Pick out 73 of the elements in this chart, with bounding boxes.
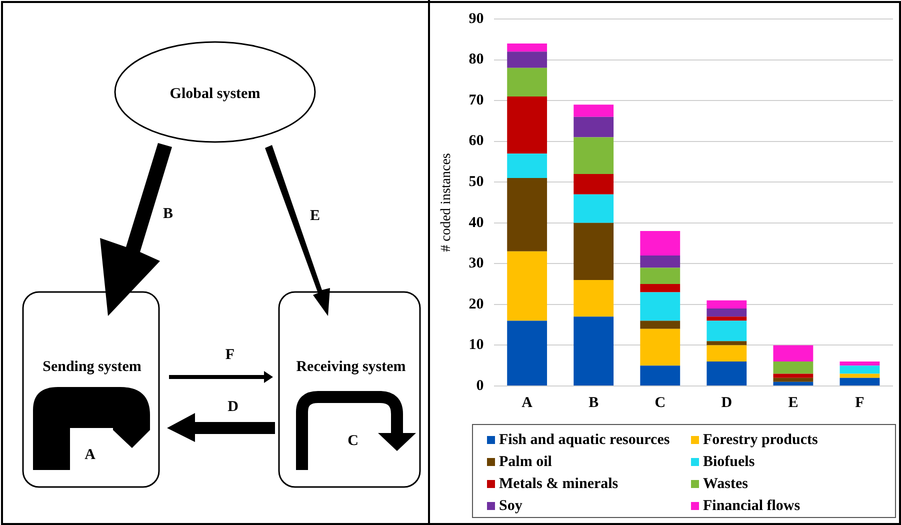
bar bbox=[507, 68, 548, 96]
bar bbox=[640, 320, 680, 329]
text: B bbox=[162, 206, 174, 222]
bar bbox=[574, 280, 614, 317]
bar bbox=[773, 345, 814, 362]
bar bbox=[507, 320, 548, 386]
bar bbox=[773, 362, 814, 374]
bar bbox=[773, 378, 814, 382]
bar bbox=[706, 320, 747, 342]
y-tick-label: 0 bbox=[476, 378, 484, 394]
y-tick-label: 60 bbox=[468, 133, 484, 150]
text: A bbox=[84, 447, 96, 463]
text: Sending system bbox=[42, 359, 142, 375]
bar bbox=[574, 104, 614, 117]
y-tick-label: 70 bbox=[468, 92, 484, 108]
legend-label: Forestry products bbox=[703, 431, 818, 450]
bar bbox=[574, 137, 614, 174]
legend-label: Financial flows bbox=[703, 497, 800, 516]
x-tick-label: D bbox=[721, 394, 732, 411]
text: C bbox=[348, 433, 358, 449]
bar bbox=[840, 378, 880, 386]
y-tick-label: 30 bbox=[468, 256, 484, 272]
legend-label: Fish and aquatic resources bbox=[499, 431, 670, 450]
x-tick-label: C bbox=[654, 394, 666, 411]
y-tick-label: 50 bbox=[468, 174, 484, 190]
bar bbox=[507, 251, 548, 321]
y-tick-label: 20 bbox=[468, 296, 484, 312]
x-tick-label: E bbox=[788, 394, 798, 411]
bar bbox=[773, 382, 814, 386]
y-tick-label: 40 bbox=[468, 214, 484, 231]
bar bbox=[640, 284, 680, 292]
bar bbox=[574, 174, 614, 194]
y-tick-label: 10 bbox=[468, 337, 484, 354]
bar bbox=[640, 231, 680, 256]
legend-label: Biofuels bbox=[703, 453, 755, 472]
bar bbox=[507, 154, 548, 178]
bar bbox=[640, 366, 680, 386]
bar bbox=[840, 366, 880, 374]
bar bbox=[640, 292, 680, 321]
x-tick-label: F bbox=[855, 394, 864, 411]
legend-label: Wastes bbox=[703, 475, 748, 494]
legend-label: Soy bbox=[499, 497, 522, 516]
bar bbox=[706, 316, 747, 321]
bar bbox=[706, 308, 747, 317]
text: Global system bbox=[170, 86, 261, 102]
x-tick-label: A bbox=[522, 394, 533, 411]
y-tick-label: 90 bbox=[468, 10, 484, 27]
bar bbox=[640, 256, 680, 268]
bar bbox=[574, 194, 614, 223]
bar bbox=[706, 341, 747, 346]
bar bbox=[574, 316, 614, 386]
bar bbox=[840, 374, 880, 378]
bar bbox=[507, 178, 548, 252]
text: E bbox=[310, 208, 320, 224]
bar bbox=[640, 268, 680, 284]
y-axis-title: # coded instances bbox=[439, 153, 454, 252]
text: F bbox=[225, 347, 235, 363]
bar bbox=[706, 362, 747, 386]
bar bbox=[507, 96, 548, 154]
y-tick-label: 80 bbox=[468, 52, 484, 68]
bar bbox=[640, 328, 680, 366]
text: Receiving system bbox=[296, 359, 406, 375]
bar bbox=[574, 222, 614, 280]
bar bbox=[840, 362, 880, 366]
bar bbox=[507, 43, 548, 52]
bar bbox=[507, 52, 548, 68]
bar bbox=[706, 300, 747, 309]
bar bbox=[574, 116, 614, 138]
legend-label: Metals & minerals bbox=[499, 475, 618, 494]
x-tick-label: B bbox=[588, 394, 599, 411]
bar bbox=[706, 345, 747, 362]
bar bbox=[773, 374, 814, 378]
legend-label: Palm oil bbox=[499, 453, 552, 472]
